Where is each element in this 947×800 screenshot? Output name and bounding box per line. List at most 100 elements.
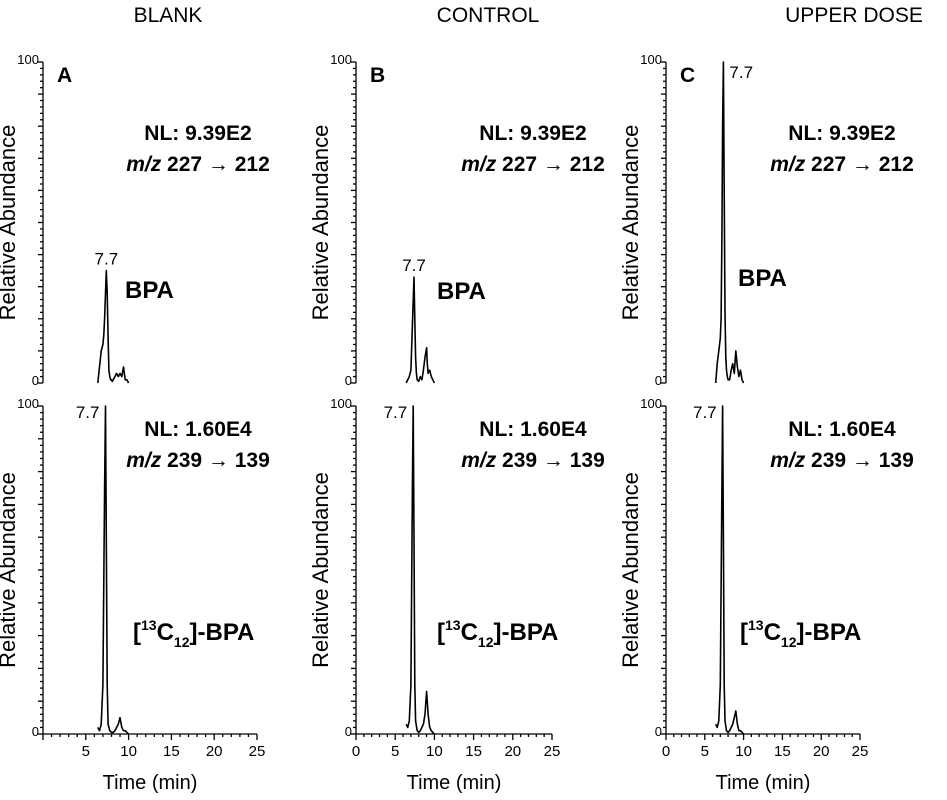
- panel-letter: B: [370, 64, 385, 87]
- y-tick-label: 0: [655, 724, 662, 739]
- mz-value: 227 → 212: [805, 153, 914, 176]
- compound-label: BPA: [125, 277, 174, 304]
- x-tick-label: 10: [735, 743, 752, 760]
- mz-label: m/z: [126, 449, 162, 472]
- compound-label: [13C12]-BPA: [133, 617, 254, 650]
- mz-value: 239 → 139: [496, 449, 605, 472]
- x-tick-label: 25: [852, 743, 869, 760]
- chromatogram-panel: 100 0 Relative Abundance 7.7 A NL: 9.39E2 m/z …: [0, 52, 270, 388]
- mz-transition: m/z 227 → 212: [126, 153, 270, 176]
- chromatogram-panel: 100 0 Relative Abundance 7.7 C NL: 9.39E2 m/z …: [618, 52, 914, 388]
- column-header-upper-dose: UPPER DOSE: [785, 4, 923, 27]
- y-axis-label: Relative Abundance: [618, 472, 643, 668]
- x-tick-label: 20: [813, 743, 830, 760]
- y-axis-label: Relative Abundance: [308, 472, 333, 668]
- compound-element: C: [461, 619, 478, 646]
- column-header-control: CONTROL: [437, 4, 540, 27]
- x-tick-label: 5: [82, 743, 90, 760]
- y-axis-label: Relative Abundance: [0, 125, 20, 321]
- x-tick-label: 15: [774, 743, 791, 760]
- compound-suffix: ]-BPA: [494, 619, 559, 646]
- x-axis-label: Time (min): [407, 772, 502, 794]
- compound-label: BPA: [437, 278, 486, 305]
- x-tick-label: 25: [544, 743, 561, 760]
- normalization-level: NL: 1.60E4: [144, 418, 252, 441]
- y-axis-label: Relative Abundance: [308, 125, 333, 321]
- compound-label: BPA: [738, 265, 787, 292]
- compound-prefix: [: [133, 619, 141, 646]
- y-axis-label: Relative Abundance: [0, 472, 20, 668]
- y-tick-label: 100: [330, 396, 352, 411]
- y-tick-label: 0: [345, 373, 352, 388]
- x-tick-label: 25: [249, 743, 266, 760]
- peak-retention-label: 7.7: [95, 250, 119, 269]
- y-tick-label: 100: [640, 396, 662, 411]
- peak-retention-label: 7.7: [402, 256, 426, 275]
- column-header-blank: BLANK: [134, 4, 203, 27]
- chromatogram-trace: [405, 276, 436, 384]
- mz-label: m/z: [770, 449, 806, 472]
- compound-superscript: 13: [445, 617, 461, 633]
- compound-prefix: [: [437, 619, 445, 646]
- compound-suffix: ]-BPA: [797, 619, 862, 646]
- normalization-level: NL: 1.60E4: [479, 418, 587, 441]
- mz-value: 227 → 212: [496, 153, 605, 176]
- mz-value: 239 → 139: [805, 449, 914, 472]
- chromatogram-panel: 100 0 Relative Abundance 7.7 B NL: 9.39E2 m/z …: [308, 52, 605, 388]
- chromatogram-trace: [714, 405, 745, 735]
- y-tick-label: 0: [655, 373, 662, 388]
- x-tick-label: 10: [120, 743, 137, 760]
- mz-transition: m/z 239 → 139: [770, 449, 914, 472]
- compound-prefix: [: [740, 619, 748, 646]
- y-tick-label: 100: [330, 52, 352, 67]
- mz-transition: m/z 239 → 139: [126, 449, 270, 472]
- x-tick-label: 0: [352, 743, 360, 760]
- mz-label: m/z: [461, 449, 497, 472]
- peak-retention-label: 7.7: [693, 403, 717, 422]
- compound-superscript: 13: [748, 617, 764, 633]
- x-tick-label: 20: [504, 743, 521, 760]
- chromatogram-trace: [97, 405, 130, 735]
- compound-element: C: [764, 619, 781, 646]
- compound-subscript: 12: [174, 634, 190, 650]
- y-tick-label: 100: [640, 52, 662, 67]
- normalization-level: NL: 9.39E2: [479, 122, 586, 145]
- x-tick-label: 0: [662, 743, 670, 760]
- normalization-level: NL: 9.39E2: [788, 122, 895, 145]
- x-tick-label: 10: [426, 743, 443, 760]
- y-tick-label: 0: [32, 373, 39, 388]
- compound-superscript: 13: [141, 617, 157, 633]
- peak-retention-label: 7.7: [384, 403, 408, 422]
- peak-retention-label: 7.7: [729, 63, 753, 82]
- x-tick-label: 20: [206, 743, 223, 760]
- x-tick-label: 5: [391, 743, 399, 760]
- compound-label: [13C12]-BPA: [437, 617, 558, 650]
- chromatogram-trace: [714, 61, 745, 384]
- chromatogram-panel: 100 0 Relative Abundance 0 5 10 15 20 25 Time (mi…: [618, 396, 914, 794]
- chromatogram-trace: [97, 269, 130, 384]
- y-axis-label: Relative Abundance: [618, 125, 643, 321]
- mz-label: m/z: [770, 153, 806, 176]
- normalization-level: NL: 1.60E4: [788, 418, 896, 441]
- compound-suffix: ]-BPA: [190, 619, 255, 646]
- compound-subscript: 12: [781, 634, 797, 650]
- mz-transition: m/z 239 → 139: [461, 449, 605, 472]
- panel-letter: C: [680, 64, 695, 87]
- compound-element: C: [157, 619, 174, 646]
- y-tick-label: 100: [17, 52, 39, 67]
- compound-label: [13C12]-BPA: [740, 617, 861, 650]
- mz-label: m/z: [461, 153, 497, 176]
- y-tick-label: 100: [17, 396, 39, 411]
- chromatogram-panel: 100 0 Relative Abundance 5 10 15 20 25 Time (min…: [0, 396, 270, 794]
- x-tick-label: 15: [163, 743, 180, 760]
- chromatogram-trace: [405, 405, 435, 735]
- y-tick-label: 0: [32, 724, 39, 739]
- x-axis-label: Time (min): [716, 772, 811, 794]
- mz-transition: m/z 227 → 212: [461, 153, 605, 176]
- compound-subscript: 12: [478, 634, 494, 650]
- mz-label: m/z: [126, 153, 162, 176]
- normalization-level: NL: 9.39E2: [144, 122, 251, 145]
- mz-value: 227 → 212: [161, 153, 270, 176]
- chromatogram-panel: 100 0 Relative Abundance 0 5 10 15 20 25 Time (mi…: [308, 396, 605, 794]
